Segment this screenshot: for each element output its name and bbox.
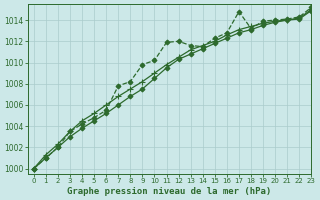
X-axis label: Graphe pression niveau de la mer (hPa): Graphe pression niveau de la mer (hPa) bbox=[68, 187, 272, 196]
